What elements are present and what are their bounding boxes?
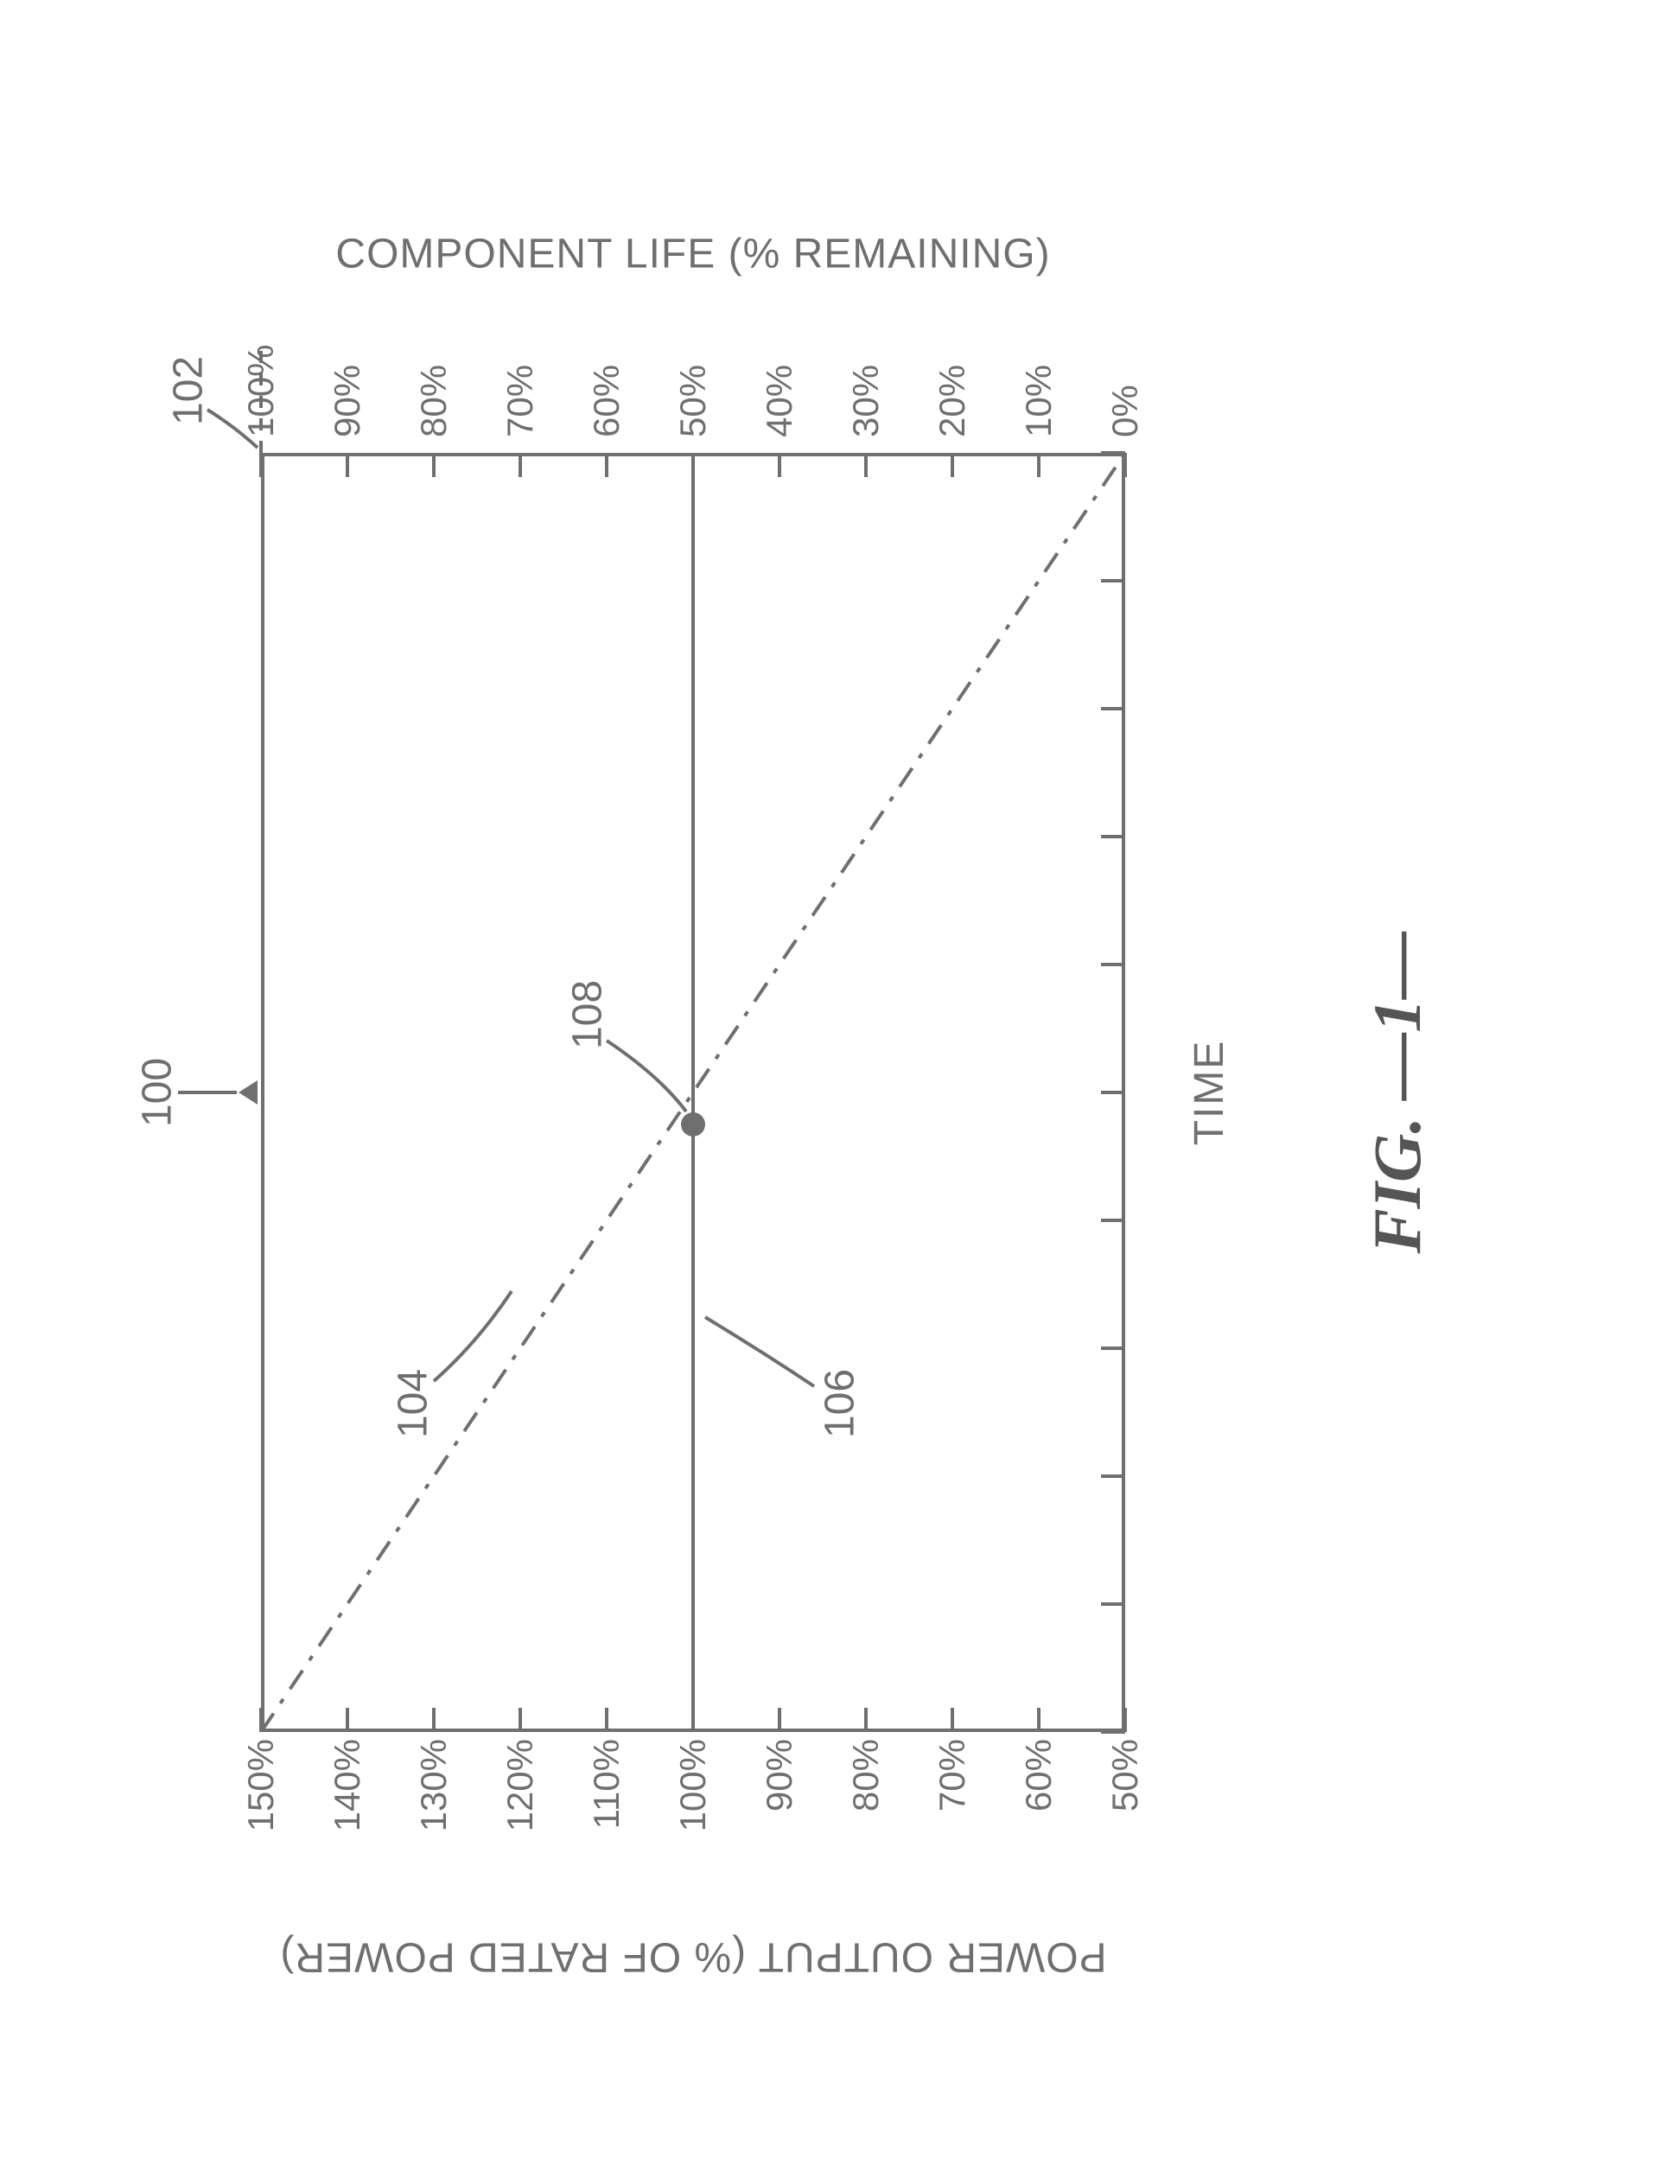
callout-100-arrow bbox=[239, 1080, 258, 1105]
x-tick bbox=[1101, 1347, 1125, 1350]
callout-106: 106 bbox=[817, 1368, 864, 1437]
y-left-tick-label: 80% bbox=[845, 1739, 887, 1812]
figure-caption-prefix: FIG. bbox=[1359, 1117, 1435, 1253]
callout-108: 108 bbox=[564, 979, 612, 1048]
y-axis-left-title: POWER OUTPUT (% OF RATED POWER) bbox=[279, 1932, 1106, 1980]
y-left-tick-label: 70% bbox=[932, 1739, 973, 1812]
y-left-tick-label: 100% bbox=[672, 1739, 714, 1831]
figure-caption-number: —1— bbox=[1359, 931, 1435, 1099]
y-left-tick bbox=[778, 1708, 781, 1732]
x-tick bbox=[1101, 451, 1125, 455]
callout-104: 104 bbox=[390, 1368, 437, 1437]
callout-100: 100 bbox=[134, 1057, 181, 1126]
figure-stage: 150%140%130%120%110%100%90%80%70%60%50% … bbox=[105, 142, 1575, 2043]
y-left-tick-label: 60% bbox=[1018, 1739, 1060, 1812]
y-right-tick bbox=[259, 453, 263, 477]
y-right-tick bbox=[691, 453, 695, 477]
y-left-tick bbox=[432, 1708, 436, 1732]
midpoint-marker bbox=[681, 1112, 705, 1137]
y-left-tick bbox=[259, 1708, 263, 1732]
y-right-tick bbox=[519, 453, 522, 477]
y-right-tick-label: 80% bbox=[413, 364, 455, 436]
y-left-tick bbox=[864, 1708, 868, 1732]
y-right-tick-label: 40% bbox=[759, 364, 800, 436]
x-axis-title: TIME bbox=[1186, 1039, 1233, 1145]
y-left-tick-label: 150% bbox=[240, 1739, 282, 1831]
x-tick bbox=[1101, 963, 1125, 966]
x-tick bbox=[1101, 707, 1125, 710]
y-left-tick bbox=[1037, 1708, 1040, 1732]
y-right-tick bbox=[346, 453, 349, 477]
x-tick bbox=[1101, 1602, 1125, 1606]
y-right-tick bbox=[1037, 453, 1040, 477]
x-tick bbox=[1101, 1091, 1125, 1094]
x-tick bbox=[1101, 1219, 1125, 1222]
y-right-tick-label: 0% bbox=[1104, 385, 1146, 437]
y-left-tick bbox=[951, 1708, 954, 1732]
y-right-tick bbox=[605, 453, 608, 477]
y-right-tick-label: 20% bbox=[932, 364, 973, 436]
y-right-tick bbox=[951, 453, 954, 477]
y-right-tick bbox=[432, 453, 436, 477]
x-tick bbox=[1101, 1730, 1125, 1734]
y-right-tick-label: 60% bbox=[586, 364, 627, 436]
y-right-tick bbox=[1123, 453, 1127, 477]
y-right-tick-label: 90% bbox=[327, 364, 368, 436]
y-left-tick bbox=[519, 1708, 522, 1732]
x-tick bbox=[1101, 835, 1125, 838]
figure-caption: FIG. —1— bbox=[1359, 931, 1436, 1253]
y-left-tick-label: 140% bbox=[327, 1739, 368, 1831]
y-left-tick-label: 110% bbox=[586, 1739, 627, 1829]
y-right-tick-label: 70% bbox=[500, 364, 541, 436]
y-right-tick-label: 30% bbox=[845, 364, 887, 436]
y-left-tick-label: 130% bbox=[413, 1739, 455, 1831]
callout-102: 102 bbox=[165, 355, 213, 424]
y-right-tick-label: 10% bbox=[1018, 364, 1060, 436]
y-right-tick-label: 50% bbox=[672, 364, 714, 436]
power-output-100-line bbox=[691, 453, 695, 1732]
x-tick bbox=[1101, 1474, 1125, 1478]
y-right-tick bbox=[864, 453, 868, 477]
y-left-tick-label: 50% bbox=[1104, 1739, 1146, 1812]
x-tick bbox=[1101, 579, 1125, 583]
y-left-tick-label: 120% bbox=[500, 1739, 541, 1831]
y-right-tick bbox=[778, 453, 781, 477]
y-left-tick bbox=[346, 1708, 349, 1732]
y-left-tick-label: 90% bbox=[759, 1739, 800, 1812]
y-left-tick bbox=[605, 1708, 608, 1732]
y-axis-right-title: COMPONENT LIFE (% REMAINING) bbox=[335, 230, 1050, 277]
y-right-tick-label: 100% bbox=[240, 344, 282, 436]
y-left-tick bbox=[1123, 1708, 1127, 1732]
y-left-tick bbox=[691, 1708, 695, 1732]
